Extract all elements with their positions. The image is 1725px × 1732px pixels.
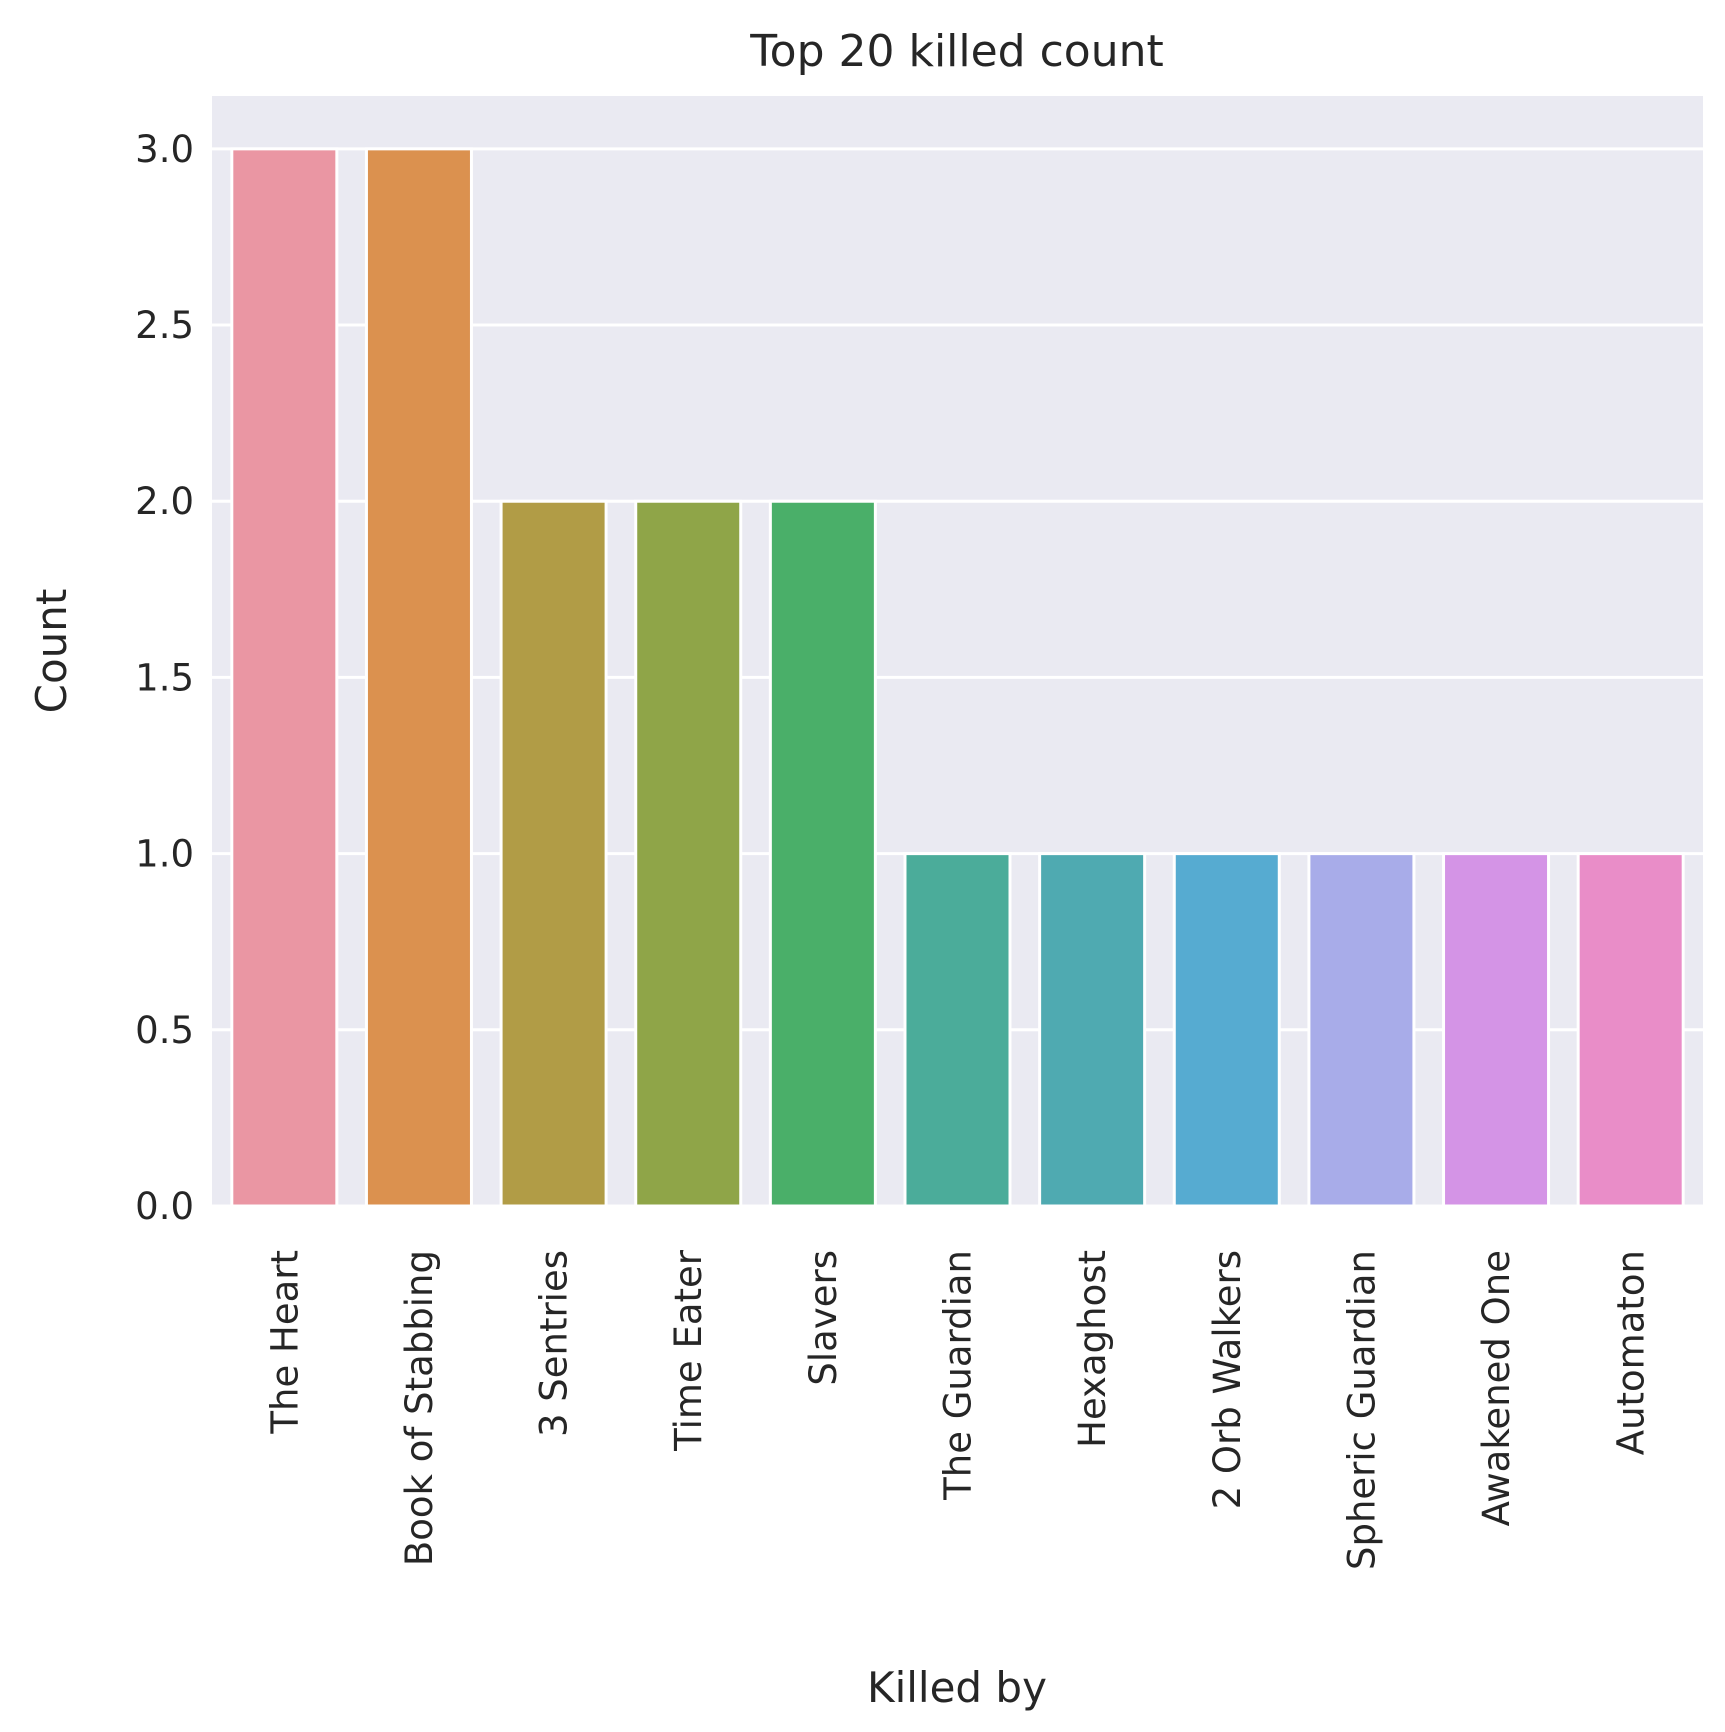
bar-10 (1576, 852, 1685, 1208)
x-tick-label: Automaton (1610, 1250, 1653, 1455)
y-tick-label: 3.0 (135, 128, 194, 171)
x-tick-label: Slavers (802, 1250, 845, 1386)
y-tick-label: 0.0 (135, 1185, 194, 1228)
x-tick-label: Awakened One (1475, 1250, 1518, 1526)
y-tick-label: 1.5 (135, 656, 194, 699)
x-tick-labels: The Heart Book of Stabbing 3 Sentries Time … (263, 1249, 1652, 1570)
x-tick-label: Spheric Guardian (1340, 1250, 1383, 1570)
bar-5 (903, 852, 1012, 1208)
bar-3 (634, 499, 743, 1208)
x-tick-label: The Guardian (937, 1250, 980, 1501)
x-tick-label: The Heart (263, 1250, 306, 1435)
x-tick-label: 2 Orb Walkers (1206, 1250, 1249, 1509)
y-tick-labels: 0.0 0.5 1.0 1.5 2.0 2.5 3.0 (135, 128, 194, 1228)
bar-4 (768, 499, 877, 1208)
bar-1 (364, 147, 473, 1208)
y-tick-label: 1.0 (135, 833, 194, 876)
bar-0 (230, 147, 339, 1208)
x-tick-label: 3 Sentries (533, 1250, 576, 1437)
bars (230, 147, 1685, 1208)
x-tick-label: Book of Stabbing (398, 1250, 441, 1566)
x-axis-label: Killed by (867, 1663, 1047, 1712)
bar-9 (1442, 852, 1551, 1208)
bar-2 (499, 499, 608, 1208)
x-tick-label: Hexaghost (1071, 1250, 1114, 1448)
y-tick-label: 0.5 (135, 1009, 194, 1052)
bar-8 (1307, 852, 1416, 1208)
bar-7 (1172, 852, 1281, 1208)
y-tick-label: 2.0 (135, 480, 194, 523)
chart-title: Top 20 killed count (749, 26, 1164, 77)
x-tick-label: Time Eater (667, 1249, 710, 1452)
y-tick-label: 2.5 (135, 304, 194, 347)
bar-6 (1038, 852, 1147, 1208)
y-axis-label: Count (27, 589, 76, 714)
